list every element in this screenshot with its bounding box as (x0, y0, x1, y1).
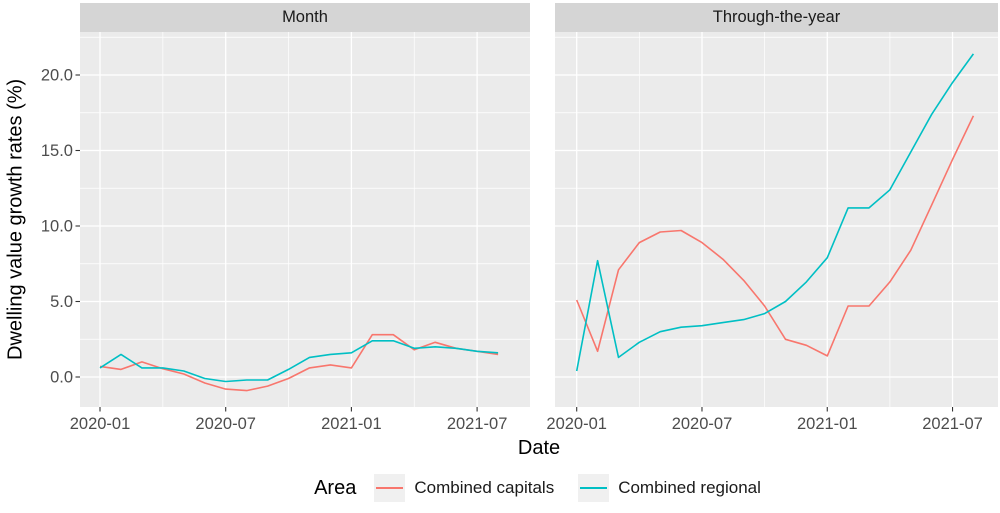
capitals-line-swatch-icon (376, 486, 404, 490)
legend-key-combined-regional (578, 474, 610, 502)
y-tick-label: 15.0 (41, 142, 73, 160)
y-tick-label: 0.0 (50, 369, 73, 387)
facet-strip-through-the-year-label: Through-the-year (712, 8, 841, 26)
x-tick-label: 2020-01 (70, 415, 131, 433)
x-tick-label: 2020-07 (195, 415, 256, 433)
series-line-combined-regional-panel-0 (99, 339, 499, 383)
panel-0 (80, 32, 530, 407)
panel-1 (555, 32, 998, 407)
legend-item-combined-capitals: Combined capitals (374, 474, 554, 502)
y-tick-label: 20.0 (41, 67, 73, 85)
facet-strip-month: Month (80, 3, 530, 32)
series-line-combined-capitals-panel-0 (99, 333, 499, 392)
legend-key-combined-capitals (374, 474, 406, 502)
x-tick-label: 2021-07 (922, 415, 983, 433)
series-line-combined-capitals-panel-1 (575, 115, 975, 357)
x-axis-title: Date (517, 437, 561, 459)
facet-strip-through-the-year: Through-the-year (555, 3, 998, 32)
legend: Area Combined capitals Combined regional (75, 471, 1000, 505)
x-tick-label: 2020-07 (672, 415, 733, 433)
legend-item-combined-regional: Combined regional (578, 474, 761, 502)
y-axis-title: Dwelling value growth rates (%) (4, 78, 27, 361)
series-line-combined-regional-panel-1 (575, 53, 975, 372)
x-tick-label: 2021-07 (447, 415, 508, 433)
x-tick-label: 2021-01 (797, 415, 858, 433)
y-tick-label: 5.0 (50, 293, 73, 311)
regional-line-swatch-icon (580, 486, 608, 490)
x-tick-label: 2020-01 (546, 415, 607, 433)
legend-item-label: Combined regional (618, 478, 761, 497)
facet-strip-month-label: Month (282, 8, 328, 26)
y-tick-label: 10.0 (41, 218, 73, 236)
legend-title: Area (314, 476, 357, 499)
x-tick-label: 2021-01 (321, 415, 382, 433)
legend-item-label: Combined capitals (414, 478, 555, 497)
